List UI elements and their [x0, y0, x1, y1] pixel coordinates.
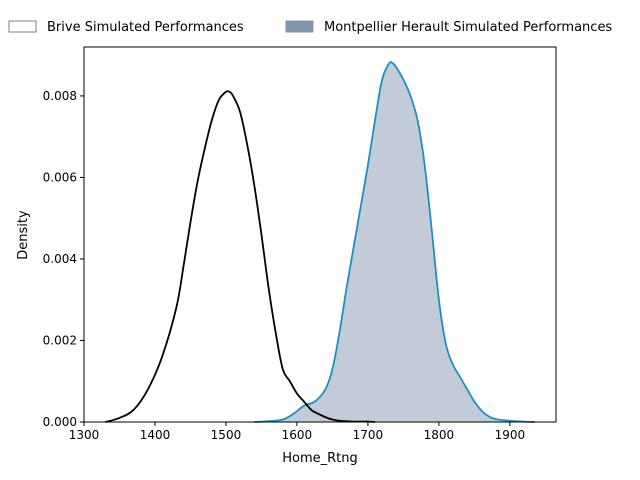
y-tick-label: 0.002	[43, 333, 77, 347]
y-axis-ticks: 0.000 0.002 0.004 0.006 0.008	[43, 89, 84, 429]
x-tick-label: 1300	[69, 428, 100, 442]
legend-label-brive: Brive Simulated Performances	[47, 20, 244, 35]
density-line-brive	[105, 90, 376, 423]
x-axis-label: Home_Rtng	[282, 451, 358, 466]
plot-frame	[83, 46, 557, 423]
x-tick-label: 1800	[424, 428, 455, 442]
x-tick-label: 1400	[140, 428, 171, 442]
legend-swatch-montpellier	[285, 20, 314, 33]
density-line-montpellier	[254, 61, 535, 423]
x-tick-label: 1500	[211, 428, 242, 442]
legend: Brive Simulated Performances Montpellier…	[8, 20, 612, 35]
y-tick-label: 0.000	[43, 415, 77, 429]
y-tick-label: 0.004	[43, 252, 77, 266]
legend-swatch-brive	[8, 20, 37, 33]
y-tick-label: 0.006	[43, 170, 77, 184]
x-tick-label: 1600	[282, 428, 313, 442]
x-tick-label: 1900	[495, 428, 526, 442]
x-axis-ticks: 1300 1400 1500 1600 1700 1800 1900	[69, 422, 525, 442]
y-axis-label: Density	[16, 210, 31, 260]
x-tick-label: 1700	[353, 428, 384, 442]
legend-label-montpellier: Montpellier Herault Simulated Performanc…	[324, 20, 612, 35]
series-layer	[105, 61, 535, 423]
y-tick-label: 0.008	[43, 89, 77, 103]
density-area-montpellier	[254, 61, 535, 422]
